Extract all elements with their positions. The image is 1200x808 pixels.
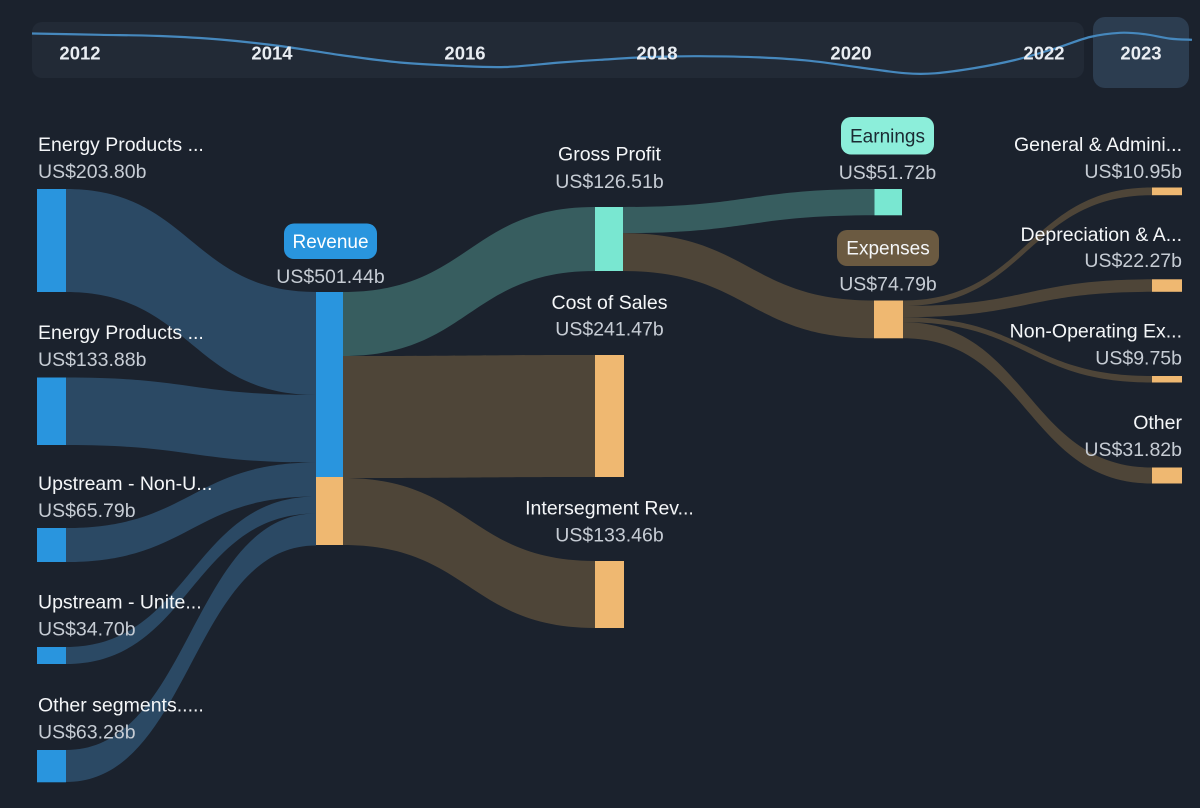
- svg-text:Gross Profit: Gross Profit: [558, 144, 662, 166]
- svg-text:2022: 2022: [1023, 42, 1064, 63]
- svg-text:US$34.70b: US$34.70b: [38, 619, 136, 641]
- svg-text:2020: 2020: [830, 42, 871, 63]
- svg-text:2012: 2012: [59, 42, 100, 63]
- svg-text:US$133.88b: US$133.88b: [38, 349, 147, 371]
- svg-text:US$51.72b: US$51.72b: [839, 162, 937, 184]
- svg-text:2023: 2023: [1120, 42, 1161, 63]
- svg-text:Energy Products ...: Energy Products ...: [38, 134, 204, 156]
- svg-text:US$10.95b: US$10.95b: [1084, 161, 1182, 183]
- svg-text:Intersegment Rev...: Intersegment Rev...: [525, 498, 694, 520]
- svg-text:US$63.28b: US$63.28b: [38, 722, 136, 744]
- svg-text:General & Admini...: General & Admini...: [1014, 134, 1182, 156]
- svg-text:Upstream - Non-U...: Upstream - Non-U...: [38, 473, 212, 495]
- svg-text:Upstream - Unite...: Upstream - Unite...: [38, 592, 202, 614]
- svg-text:US$9.75b: US$9.75b: [1095, 348, 1182, 370]
- svg-text:2016: 2016: [444, 42, 485, 63]
- svg-text:Cost of Sales: Cost of Sales: [552, 292, 668, 314]
- svg-text:US$203.80b: US$203.80b: [38, 161, 147, 183]
- svg-text:Non-Operating Ex...: Non-Operating Ex...: [1010, 321, 1182, 343]
- svg-text:US$31.82b: US$31.82b: [1084, 439, 1182, 461]
- svg-text:US$65.79b: US$65.79b: [38, 500, 136, 522]
- svg-text:Other: Other: [1133, 412, 1182, 434]
- svg-text:Earnings: Earnings: [850, 127, 925, 148]
- svg-text:Other segments.....: Other segments.....: [38, 695, 204, 717]
- svg-text:US$241.47b: US$241.47b: [555, 319, 664, 341]
- svg-text:Energy Products ...: Energy Products ...: [38, 322, 204, 344]
- svg-text:US$501.44b: US$501.44b: [276, 266, 385, 288]
- svg-text:Revenue: Revenue: [292, 232, 368, 253]
- svg-text:Depreciation & A...: Depreciation & A...: [1020, 224, 1182, 246]
- svg-text:US$133.46b: US$133.46b: [555, 525, 664, 547]
- svg-text:2014: 2014: [251, 42, 293, 63]
- svg-text:US$22.27b: US$22.27b: [1084, 250, 1182, 272]
- svg-text:US$74.79b: US$74.79b: [839, 274, 937, 296]
- svg-text:Expenses: Expenses: [846, 239, 929, 260]
- svg-text:US$126.51b: US$126.51b: [555, 171, 664, 193]
- svg-text:2018: 2018: [636, 42, 677, 63]
